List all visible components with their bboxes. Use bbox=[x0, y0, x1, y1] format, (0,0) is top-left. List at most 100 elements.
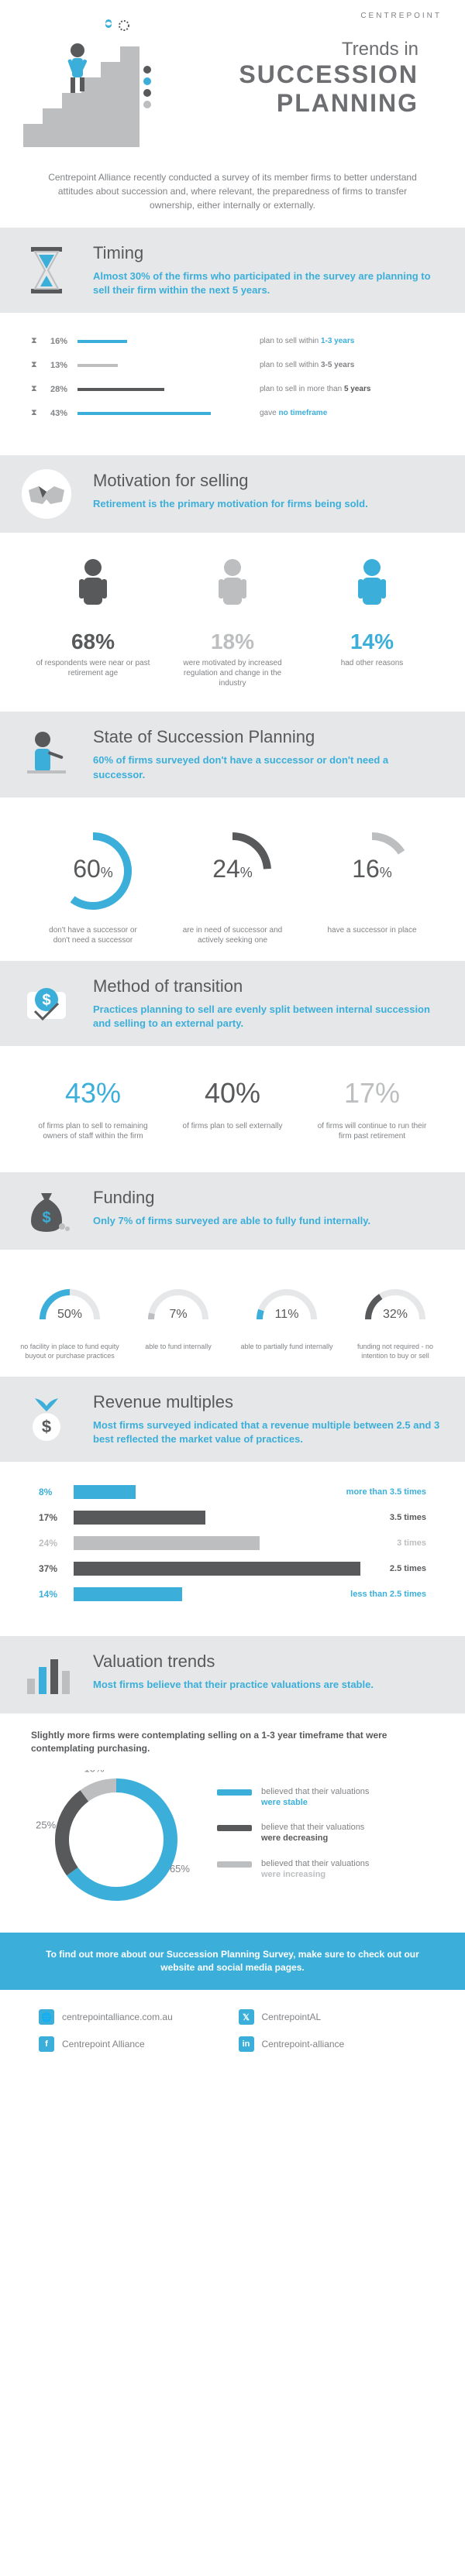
revenue-heading: Revenue multiples bbox=[93, 1392, 442, 1412]
funding-heading: Funding bbox=[93, 1188, 442, 1208]
method-chart: 43% of firms plan to sell to remaining o… bbox=[0, 1046, 465, 1172]
donut-label: 65% bbox=[170, 1863, 190, 1875]
funding-item: 7% able to fund internally bbox=[128, 1281, 229, 1360]
hourglass-icon bbox=[19, 243, 74, 297]
arc-chart: 60% bbox=[50, 828, 136, 914]
method-item: 43% of firms plan to sell to remaining o… bbox=[31, 1077, 155, 1141]
svg-text:32%: 32% bbox=[383, 1308, 408, 1321]
footer-cta: To find out more about our Succession Pl… bbox=[0, 1933, 465, 1990]
revenue-bar-track: less than 2.5 times bbox=[74, 1587, 426, 1601]
motivation-header: Motivation for selling Retirement is the… bbox=[0, 455, 465, 533]
motivation-chart: 68% of respondents were near or past ret… bbox=[0, 533, 465, 712]
footer-link[interactable]: 𝕏 CentrepointAL bbox=[239, 2009, 427, 2025]
donut-label: 25% bbox=[36, 1820, 56, 1831]
revenue-bar-fill bbox=[74, 1587, 182, 1601]
method-pct: 17% bbox=[310, 1077, 434, 1110]
motivation-item: 18% were motivated by increased regulati… bbox=[170, 556, 294, 688]
intro-text: Centrepoint Alliance recently conducted … bbox=[0, 155, 465, 228]
state-arc-item: 60% don't have a successor or don't need… bbox=[35, 828, 151, 945]
timing-label: plan to sell in more than 5 years bbox=[260, 385, 370, 393]
footer-link-label: CentrepointAL bbox=[262, 2012, 322, 2022]
valuation-lead: Most firms believe that their practice v… bbox=[93, 1678, 442, 1692]
valuation-legend: believed that their valuationswere stabl… bbox=[202, 1786, 434, 1895]
revenue-bar-track: 3.5 times bbox=[74, 1511, 426, 1525]
funding-arc: 7% bbox=[143, 1281, 213, 1327]
svg-text:24%: 24% bbox=[212, 855, 253, 883]
motivation-item: 68% of respondents were near or past ret… bbox=[31, 556, 155, 688]
revenue-pct: 37% bbox=[39, 1563, 74, 1574]
method-pct: 40% bbox=[170, 1077, 294, 1110]
hourglass-small-icon: ⧗ bbox=[31, 408, 50, 418]
timing-label: gave no timeframe bbox=[260, 409, 327, 417]
svg-text:60%: 60% bbox=[73, 855, 113, 883]
funding-arc: 11% bbox=[252, 1281, 322, 1327]
twitter-icon: 𝕏 bbox=[239, 2009, 254, 2025]
funding-desc: funding not required - no intention to b… bbox=[345, 1343, 446, 1360]
motivation-desc: of respondents were near or past retirem… bbox=[31, 658, 155, 678]
growth-dollar-icon: $ bbox=[19, 1392, 74, 1446]
method-desc: of firms plan to sell externally bbox=[170, 1121, 294, 1131]
writing-figure-icon bbox=[19, 728, 74, 782]
revenue-bar-track: 3 times bbox=[74, 1536, 426, 1550]
facebook-icon: f bbox=[39, 2036, 54, 2052]
timing-bar-fill bbox=[78, 388, 164, 391]
timing-pct: 16% bbox=[50, 337, 78, 346]
timing-bar-fill bbox=[78, 412, 211, 415]
arc-chart: 24% bbox=[190, 828, 275, 914]
valuation-header: Valuation trends Most firms believe that… bbox=[0, 1636, 465, 1713]
legend-swatch bbox=[217, 1861, 252, 1868]
valuation-legend-item: believed that their valuationswere stabl… bbox=[217, 1786, 434, 1809]
timing-bar-track bbox=[78, 412, 248, 415]
timing-bar-track bbox=[78, 388, 248, 391]
legend-text: believed that their valuationswere stabl… bbox=[261, 1786, 369, 1809]
footer-link-label: centrepointalliance.com.au bbox=[62, 2012, 173, 2022]
timing-heading: Timing bbox=[93, 243, 442, 263]
footer-link[interactable]: f Centrepoint Alliance bbox=[39, 2036, 227, 2052]
state-header: State of Succession Planning 60% of firm… bbox=[0, 712, 465, 797]
timing-lead: Almost 30% of the firms who participated… bbox=[93, 269, 442, 297]
revenue-row: 14% less than 2.5 times bbox=[39, 1587, 426, 1601]
method-desc: of firms plan to sell to remaining owner… bbox=[31, 1121, 155, 1141]
method-item: 40% of firms plan to sell externally bbox=[170, 1077, 294, 1141]
revenue-bar-fill bbox=[74, 1511, 205, 1525]
state-chart: 60% don't have a successor or don't need… bbox=[0, 797, 465, 961]
state-arc-item: 16% have a successor in place bbox=[314, 828, 430, 945]
legend-swatch bbox=[217, 1789, 252, 1796]
revenue-pct: 17% bbox=[39, 1512, 74, 1523]
arc-chart: 16% bbox=[329, 828, 415, 914]
timing-label: plan to sell within 1-3 years bbox=[260, 337, 354, 345]
method-item: 17% of firms will continue to run their … bbox=[310, 1077, 434, 1141]
motivation-item: 14% had other reasons bbox=[310, 556, 434, 688]
footer-link[interactable]: in Centrepoint-alliance bbox=[239, 2036, 427, 2052]
stairs-figure-icon bbox=[23, 15, 163, 147]
revenue-label: less than 2.5 times bbox=[343, 1590, 426, 1599]
revenue-label: 3.5 times bbox=[382, 1513, 426, 1522]
timing-bar-track bbox=[78, 364, 248, 367]
revenue-bar-track: more than 3.5 times bbox=[74, 1485, 426, 1499]
state-heading: State of Succession Planning bbox=[93, 727, 442, 747]
svg-text:$: $ bbox=[42, 992, 50, 1009]
brand-logo: CENTREPOINT bbox=[360, 12, 442, 20]
revenue-row: 17% 3.5 times bbox=[39, 1511, 426, 1525]
state-lead: 60% of firms surveyed don't have a succe… bbox=[93, 753, 442, 781]
valuation-donut: 65%25%10% bbox=[31, 1770, 202, 1909]
revenue-pct: 24% bbox=[39, 1538, 74, 1549]
valuation-subhead: Slightly more firms were contemplating s… bbox=[31, 1729, 434, 1755]
svg-text:50%: 50% bbox=[57, 1308, 82, 1321]
hourglass-small-icon: ⧗ bbox=[31, 336, 50, 346]
legend-swatch bbox=[217, 1825, 252, 1831]
timing-row: ⧗ 13% plan to sell within 3-5 years bbox=[31, 360, 434, 370]
linkedin-icon: in bbox=[239, 2036, 254, 2052]
infographic-root: CENTREPOINT bbox=[0, 0, 465, 2071]
money-bag-icon: $ bbox=[19, 1184, 74, 1238]
revenue-header: $ Revenue multiples Most firms surveyed … bbox=[0, 1377, 465, 1462]
footer-link[interactable]: 🌐 centrepointalliance.com.au bbox=[39, 2009, 227, 2025]
timing-pct: 13% bbox=[50, 361, 78, 370]
motivation-desc: were motivated by increased regulation a… bbox=[170, 658, 294, 688]
footer-link-label: Centrepoint-alliance bbox=[262, 2039, 345, 2049]
motivation-pct: 18% bbox=[170, 629, 294, 654]
web-icon: 🌐 bbox=[39, 2009, 54, 2025]
funding-lead: Only 7% of firms surveyed are able to fu… bbox=[93, 1214, 442, 1228]
timing-pct: 28% bbox=[50, 385, 78, 394]
svg-text:7%: 7% bbox=[169, 1308, 187, 1321]
